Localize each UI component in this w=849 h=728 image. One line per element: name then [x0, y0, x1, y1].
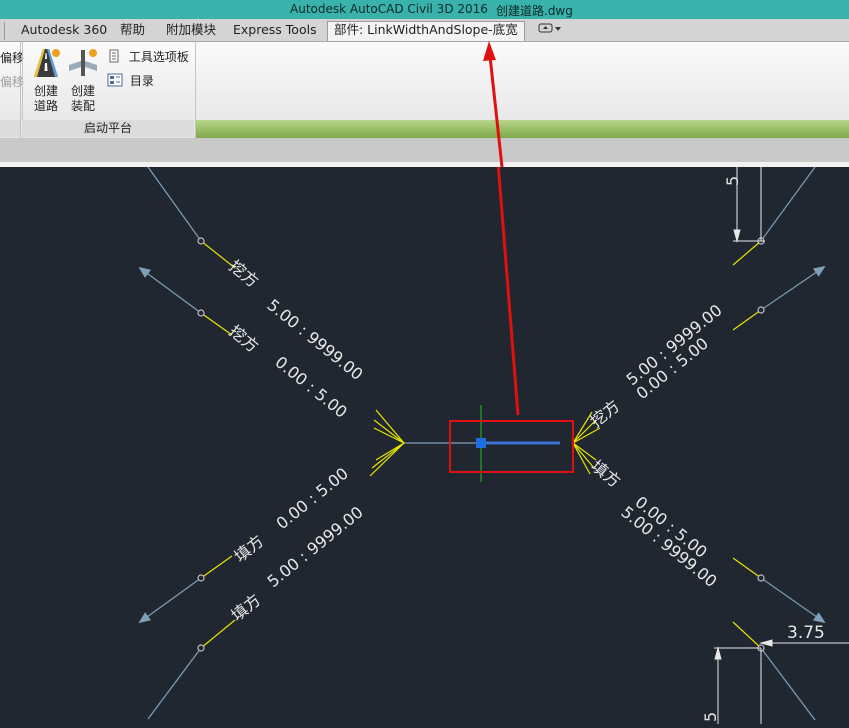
right-cut-upper-link[interactable]: [760, 166, 816, 242]
dim-height-bottom: 5: [701, 712, 720, 722]
left-labels: 挖方 5.00 : 9999.00 挖方 0.00 : 5.00 填方 0.00…: [225, 256, 366, 625]
right-fill-lower-link[interactable]: [760, 647, 816, 721]
left-cut-inner-yellow-link[interactable]: [200, 312, 233, 336]
create-assembly-button[interactable]: 创建 装配: [64, 47, 102, 114]
drawing-canvas[interactable]: 挖方 5.00 : 9999.00 挖方 0.00 : 5.00 填方 0.00…: [0, 47, 849, 724]
ribbon-minimize-icon: [538, 23, 561, 33]
highlight-box: [449, 420, 574, 473]
tab-truncated[interactable]: [0, 22, 5, 40]
left-fill-lower-link[interactable]: [147, 647, 202, 720]
right-fill-lower-yellow-link[interactable]: [732, 621, 762, 649]
right-fill-inner-yellow-link[interactable]: [732, 557, 762, 579]
offset-button-1[interactable]: 偏移: [0, 51, 25, 65]
right-cut-arrow[interactable]: [760, 265, 826, 311]
create-corridor-button[interactable]: 创建 道路: [27, 47, 65, 114]
left-subassembly-links[interactable]: [138, 166, 478, 720]
left-fill-lower-yellow-link[interactable]: [200, 619, 236, 649]
dim-height-top: 5: [723, 176, 742, 186]
file-name: 创建道路.dwg: [496, 4, 573, 18]
right-fill-arrow[interactable]: [760, 577, 826, 624]
tab-subassembly-context[interactable]: 部件: LinkWidthAndSlope-底宽: [327, 21, 525, 41]
left-cut-outer-label: 挖方: [225, 256, 262, 291]
right-cut-outer-label: 挖方: [587, 396, 624, 431]
app-title: Autodesk AutoCAD Civil 3D 2016: [290, 2, 488, 16]
road-icon: [34, 49, 60, 77]
previous-panel: [0, 42, 21, 138]
dimension-top-right: [733, 167, 765, 243]
left-link-nodes[interactable]: [197, 237, 205, 652]
title-bar: Autodesk AutoCAD Civil 3D 2016 创建道路.dwg: [0, 0, 849, 19]
right-cut-upper-yellow-link[interactable]: [732, 240, 762, 266]
file-tab-strip: [0, 138, 849, 163]
launch-pad-panel-title: 启动平台: [22, 120, 194, 137]
right-fill-inner-label: 填方: [587, 456, 624, 491]
create-assembly-label: 创建 装配: [70, 84, 95, 113]
tool-palette-icon: [109, 49, 119, 63]
left-cut-upper-link[interactable]: [147, 166, 202, 242]
ribbon-minimize-button[interactable]: [538, 23, 562, 41]
left-fill-outer-label: 填方: [228, 590, 265, 625]
left-fill-arrow[interactable]: [138, 577, 202, 624]
create-corridor-label: 创建 道路: [33, 84, 58, 113]
left-fill-inner-yellow-link[interactable]: [200, 555, 233, 579]
catalog-button[interactable]: 目录: [107, 72, 154, 89]
previous-panel-title: [0, 120, 20, 137]
tab-autodesk-360[interactable]: Autodesk 360: [21, 22, 108, 37]
left-fill-inner-label: 填方: [231, 531, 268, 566]
model-space-svg[interactable]: 挖方 5.00 : 9999.00 挖方 0.00 : 5.00 填方 0.00…: [0, 47, 849, 724]
left-cut-inner-label: 挖方: [225, 321, 262, 356]
ribbon-tab-bar: Autodesk 360 帮助 附加模块 Express Tools 部件: L…: [0, 19, 849, 42]
right-cut-inner-yellow-link[interactable]: [732, 309, 762, 331]
assembly-icon: [69, 49, 97, 76]
left-cut-upper-yellow-link[interactable]: [200, 240, 236, 269]
catalog-icon: [107, 73, 123, 87]
right-subassembly-links[interactable]: [732, 166, 826, 721]
tab-help[interactable]: 帮助: [120, 22, 146, 37]
grip-handle[interactable]: [476, 438, 486, 448]
launch-pad-panel: [22, 42, 196, 138]
dimension-bottom-right: [714, 639, 849, 724]
tab-addins[interactable]: 附加模块: [166, 22, 217, 37]
right-fan-yellow-links[interactable]: [572, 411, 601, 475]
tab-express-tools[interactable]: Express Tools: [233, 22, 317, 37]
left-cut-arrow[interactable]: [138, 266, 202, 314]
left-fan-yellow-links[interactable]: [369, 409, 405, 477]
annotation-arrow: [487, 47, 520, 416]
dim-width: 3.75: [787, 623, 825, 643]
ribbon-status-strip: [195, 120, 849, 138]
offset-button-2[interactable]: 偏移: [0, 75, 25, 89]
right-link-nodes[interactable]: [757, 237, 765, 652]
catalog-label: 目录: [129, 74, 154, 88]
viewport-border: [0, 162, 849, 167]
right-labels: 挖方 5.00 : 9999.00 挖方 0.00 : 5.00 填方 0.00…: [587, 300, 726, 590]
tool-palettes-label: 工具选项板: [128, 50, 189, 64]
tool-palettes-button[interactable]: 工具选项板: [107, 48, 189, 65]
